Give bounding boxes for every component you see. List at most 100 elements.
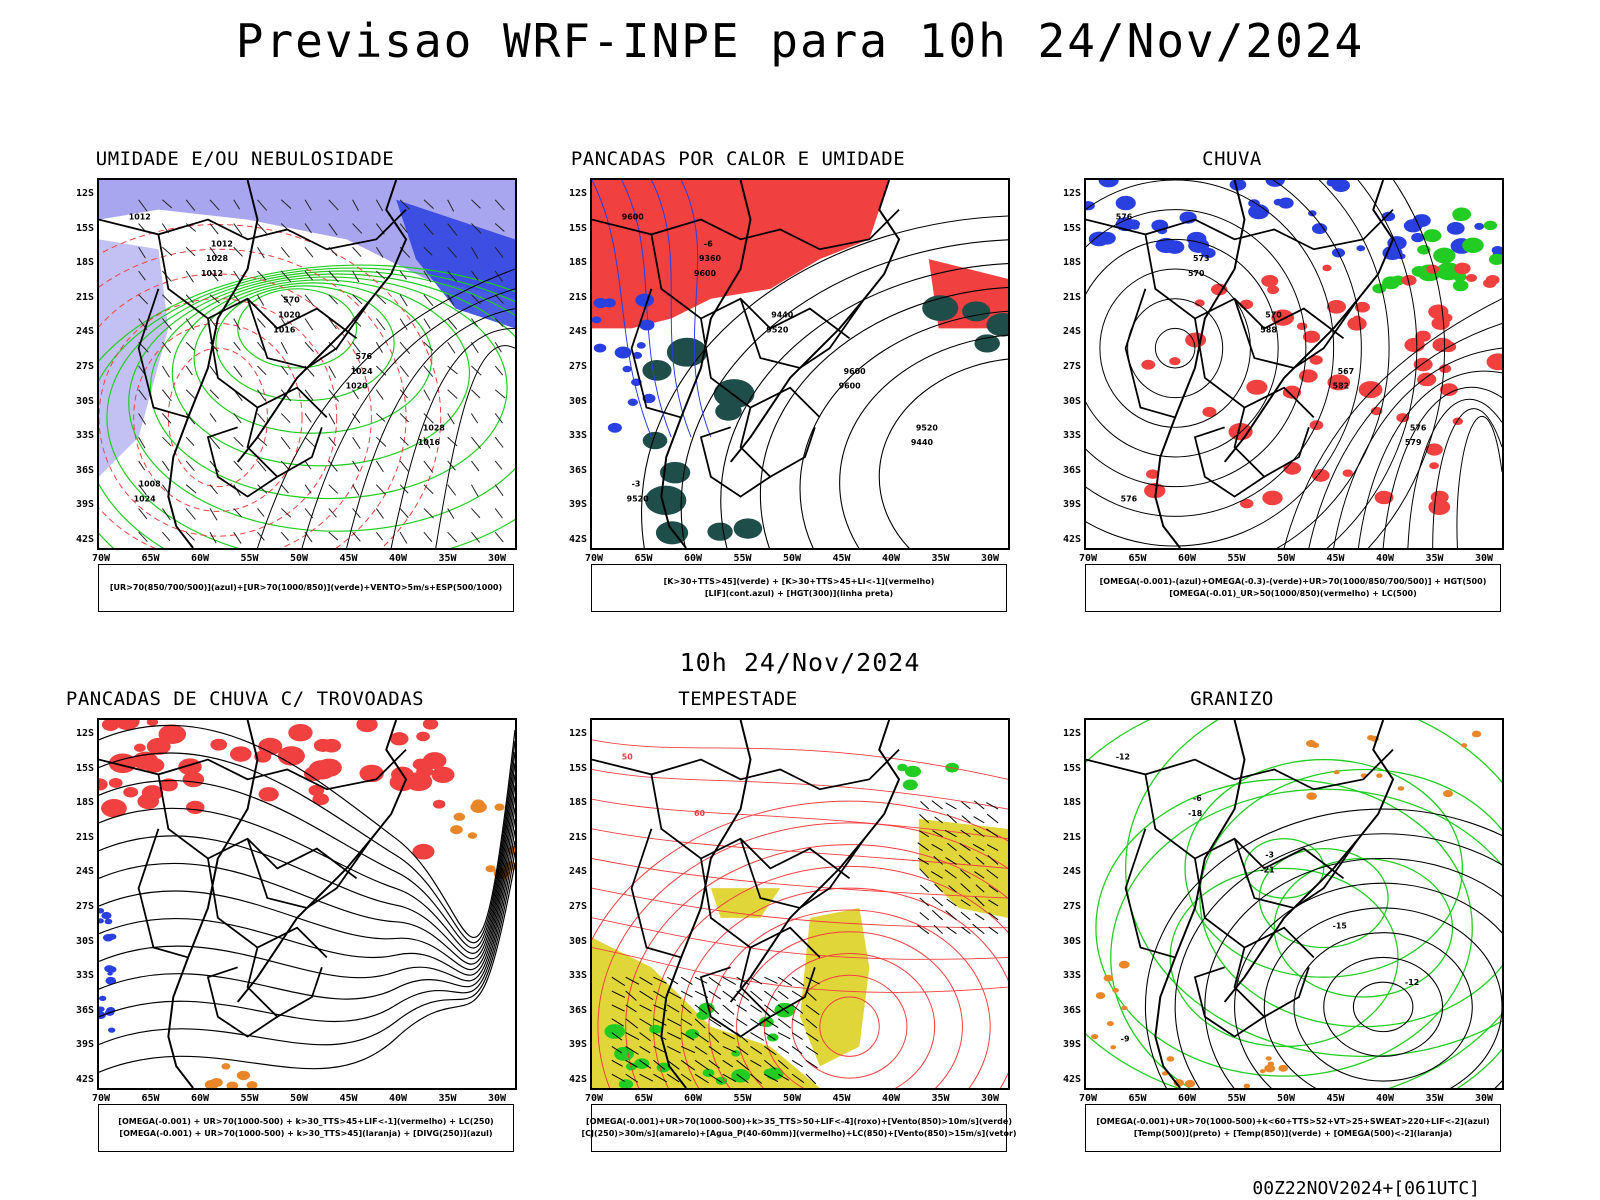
wind-vector [611,1032,623,1041]
wind-vector [945,802,957,810]
wind-vector [257,294,265,306]
legend-line: [OMEGA(-0.001)-(azul)+OMEGA(-0.3)-(verde… [1099,577,1487,586]
wind-vector [494,223,505,232]
thickness-contour [167,347,268,488]
wind-vector [233,436,244,447]
longitude-tick-label: 50W [782,1093,802,1104]
temp500-contour [1323,956,1444,1057]
divergence-area [99,995,107,1002]
wind-vector [233,270,241,282]
wind-vector [162,436,172,447]
wind-850-area [897,763,908,772]
wind-vector [708,990,722,1000]
wind-vector [328,199,339,211]
longitude-tick-label: 45W [1326,553,1345,564]
latitude-tick-label: 21S [568,291,587,303]
wind-vector [777,1046,790,1054]
wind-vector [447,294,455,306]
omega-rain-area [1165,240,1185,254]
wind-vector [399,531,408,544]
moist-instability-area [922,295,959,321]
state-border [1194,318,1315,419]
wind-vector [352,389,360,400]
temp500-contour [1204,857,1502,1088]
wind-vector [423,436,431,449]
wind-vector [257,199,268,211]
longitude-tick-label: 60W [1177,1093,1197,1104]
wind-vector [138,460,146,471]
low-level-humidity-contour [193,282,433,434]
thunderstorm-area [321,738,342,753]
wind-vector [399,365,409,377]
state-border [630,288,682,419]
wind-vector [680,1059,696,1071]
lc850-streamline [592,947,1008,993]
wind-vector [791,1059,803,1068]
state-border [1233,838,1360,909]
wind-vector [471,413,479,424]
omega-rain-area [1201,247,1216,259]
isobar-label: 1020 [278,311,301,320]
wind-vector [694,1073,709,1084]
wind-vector [722,1032,735,1040]
rain-area [1439,383,1458,396]
latitude-tick-label: 15S [75,222,94,234]
wind-vector [447,223,458,236]
wind-vector [494,365,504,376]
wind-vector [280,508,292,518]
omega-rain-area [1474,222,1485,230]
omega500-area [1161,1071,1169,1076]
wind-vector [185,318,195,330]
wind-vector [352,341,361,353]
moist-instability-area [642,359,672,381]
map-graphic [99,720,515,1088]
wind-vector [328,270,339,283]
lifted-index-contour [592,180,652,438]
wind-vector [805,1073,817,1085]
wind-vector [471,365,482,376]
latitude-tick-label: 27S [1062,361,1081,372]
rain-area [1185,332,1207,348]
rain-area [1169,357,1181,366]
temp500-contour [1293,932,1473,1082]
coastline [1223,720,1395,1003]
thunderstorm-area [308,784,325,796]
latitude-tick-label: 30S [75,395,94,407]
hgt500-label: 576 [1121,495,1138,504]
wind-vector [960,869,971,879]
convection-area [494,803,505,811]
wind-vector [471,223,482,234]
thunderstorm-area [133,743,146,752]
omega500-area [1106,1021,1114,1027]
wind-vector [961,926,971,935]
forecast-map: -12 -18 -21 -15 -12 -9 -6 -3 [1084,718,1504,1090]
longitude-tick-label: 40W [1375,1093,1395,1104]
wind-vector [791,1018,804,1026]
wind-vector [423,389,431,401]
omega500-area [1103,974,1114,982]
hgt300-label: -3 [632,480,641,489]
wind-vector [161,460,170,472]
wind-vector [611,1018,624,1027]
isobar-label: 1028 [206,254,229,263]
streamline-250hpa [99,796,515,971]
rain-area [1326,299,1347,314]
hgt300-contour [878,358,1008,548]
longitude-tick-label: 65W [1128,1093,1147,1104]
longitude-tick-label: 40W [881,1093,901,1104]
state-border [1193,426,1265,498]
latitude-tick-label: 21S [568,831,587,843]
longitude-tick-label: 60W [1177,553,1197,564]
wind-vector [805,990,817,1001]
precipitable-water-contour [597,822,1008,1088]
lifted-index-area [636,342,646,349]
wind-vector [375,436,387,447]
temp850-contour [1169,867,1399,1048]
isobar-label: 570 [283,296,300,305]
coastline [1154,180,1246,548]
sea-level-pressure-isobar [435,345,515,548]
wind-vector [471,199,481,209]
thunderstorm-area [303,766,325,781]
hgt500-contour [1367,180,1445,548]
legend-line: [Temp(500)](preto) + [Temp(850)](verde) … [1133,1129,1453,1138]
